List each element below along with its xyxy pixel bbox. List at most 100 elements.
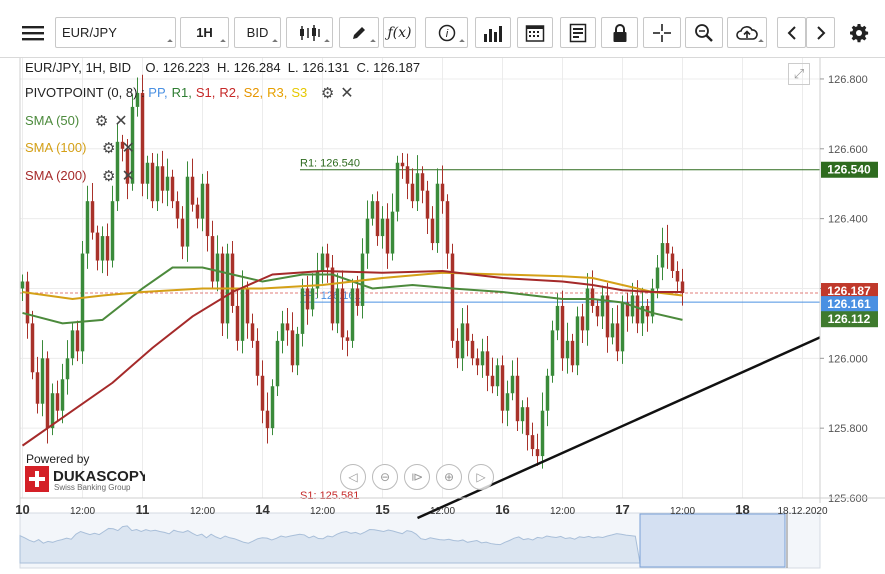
- gear-icon[interactable]: ⚙: [102, 167, 116, 185]
- lock-button[interactable]: [601, 17, 638, 48]
- chart-type-button[interactable]: [286, 17, 333, 48]
- price-tag-label: 126.540: [827, 163, 871, 177]
- chevron-left-icon: [787, 25, 796, 40]
- price-tick-label: 126.600: [828, 144, 868, 156]
- candle-body: [470, 340, 475, 359]
- close-icon[interactable]: ✕: [340, 84, 354, 102]
- export-button[interactable]: [727, 17, 767, 48]
- chevron-down-icon: [324, 39, 330, 45]
- timeframe-label: 1H: [196, 25, 213, 40]
- indicators-button[interactable]: ƒ(x): [383, 17, 416, 48]
- candle-body: [120, 141, 125, 149]
- candle-body: [465, 323, 470, 341]
- svg-text:i: i: [445, 28, 448, 40]
- symbol-label: EUR/JPY: [62, 25, 117, 40]
- close-icon[interactable]: ✕: [121, 139, 135, 157]
- candle-body: [390, 211, 395, 254]
- navigator-strip[interactable]: [19, 512, 821, 569]
- candle-body: [415, 173, 420, 202]
- navigator-area: [19, 525, 641, 564]
- symbol-select[interactable]: EUR/JPY: [55, 17, 176, 48]
- pan-right-button[interactable]: ▷: [468, 464, 494, 490]
- pivot-item: R2,: [219, 85, 240, 100]
- draw-tool-button[interactable]: [339, 17, 379, 48]
- pivot-legend[interactable]: PIVOTPOINT (0, 8) : PP, R1, S1, R2, S2, R3, S3…: [25, 83, 354, 103]
- crosshair-icon: [653, 23, 671, 42]
- sma-100-line: [22, 271, 683, 300]
- candle-body: [175, 201, 180, 219]
- candle-body: [550, 330, 555, 376]
- close-icon[interactable]: ✕: [121, 167, 135, 185]
- cloud-upload-icon: [736, 25, 758, 40]
- candle-body: [115, 141, 120, 202]
- chart-grid: [19, 58, 820, 566]
- lock-icon: [613, 23, 626, 42]
- time-tick-label: 15: [375, 502, 389, 517]
- gear-icon[interactable]: ⚙: [320, 84, 335, 102]
- candle-body: [375, 201, 380, 237]
- time-tick-label: 18: [735, 502, 749, 517]
- reset-view-button[interactable]: ⧐: [404, 464, 430, 490]
- scroll-right-button[interactable]: [806, 17, 835, 48]
- zoom-in-button[interactable]: ⊕: [436, 464, 462, 490]
- candle-body: [85, 201, 90, 254]
- zoom-button[interactable]: [685, 17, 723, 48]
- pivot-s1-label: S1: 125.581: [300, 490, 359, 502]
- expand-icon[interactable]: ⤢: [788, 63, 810, 85]
- candles: [20, 74, 685, 469]
- calendar-button[interactable]: [517, 17, 553, 48]
- close-icon[interactable]: ✕: [114, 112, 128, 130]
- pivot-item: S2,: [243, 85, 264, 100]
- timeframe-select[interactable]: 1H: [180, 17, 229, 48]
- pivot-item: R1,: [171, 85, 192, 100]
- reset-icon: ⧐: [411, 470, 423, 484]
- candle-body: [500, 365, 505, 411]
- candle-body: [450, 253, 455, 341]
- gear-icon[interactable]: ⚙: [102, 139, 116, 157]
- candle-body: [590, 288, 595, 306]
- price-tag-label: 126.161: [827, 297, 871, 311]
- candle-body: [130, 106, 135, 184]
- candle-body: [210, 236, 215, 282]
- candle-body: [655, 267, 660, 289]
- candle-body: [540, 410, 545, 457]
- candle-body: [165, 176, 170, 191]
- gear-icon[interactable]: ⚙: [94, 112, 109, 130]
- sma-100-legend[interactable]: SMA (100) ⚙ ✕: [25, 138, 135, 158]
- candle-body: [380, 218, 385, 237]
- candle-body: [395, 162, 400, 212]
- candle-body: [275, 340, 280, 387]
- crosshair-button[interactable]: [643, 17, 681, 48]
- pan-left-button[interactable]: ◁: [340, 464, 366, 490]
- candle-body: [60, 379, 65, 411]
- price-axis[interactable]: 125.600125.800126.000126.200126.400126.6…: [819, 58, 885, 505]
- sma-lines: [21, 266, 683, 447]
- time-tick-label: 12:00: [670, 506, 695, 517]
- candle-body: [345, 337, 350, 341]
- price-tick-label: 125.600: [828, 493, 868, 505]
- report-button[interactable]: [560, 17, 596, 48]
- chevron-down-icon: [220, 39, 226, 45]
- sma-200-legend[interactable]: SMA (200) ⚙ ✕: [25, 166, 135, 186]
- candle-body: [370, 201, 375, 219]
- candle-body: [65, 358, 70, 380]
- candle-body: [145, 162, 150, 184]
- menu-button[interactable]: [14, 17, 52, 48]
- settings-gear-icon: [850, 23, 869, 42]
- sma-50-legend[interactable]: SMA (50) ⚙ ✕: [25, 111, 128, 131]
- zoom-out-button[interactable]: ⊖: [372, 464, 398, 490]
- candle-body: [265, 410, 270, 429]
- time-axis[interactable]: 10 12:00 11 12:00 14 12:00 15 12:00 16 12:00 17 12:…: [15, 497, 885, 517]
- plot-background: [20, 58, 820, 498]
- candle-body: [420, 173, 425, 191]
- scroll-left-button[interactable]: [777, 17, 806, 48]
- candle-body: [215, 253, 220, 282]
- candle-body: [445, 201, 450, 254]
- info-button[interactable]: i: [425, 17, 468, 48]
- price-type-select[interactable]: BID: [234, 17, 281, 48]
- price-tag-label: 126.187: [827, 284, 871, 298]
- volume-button[interactable]: [475, 17, 511, 48]
- settings-button[interactable]: [845, 17, 873, 48]
